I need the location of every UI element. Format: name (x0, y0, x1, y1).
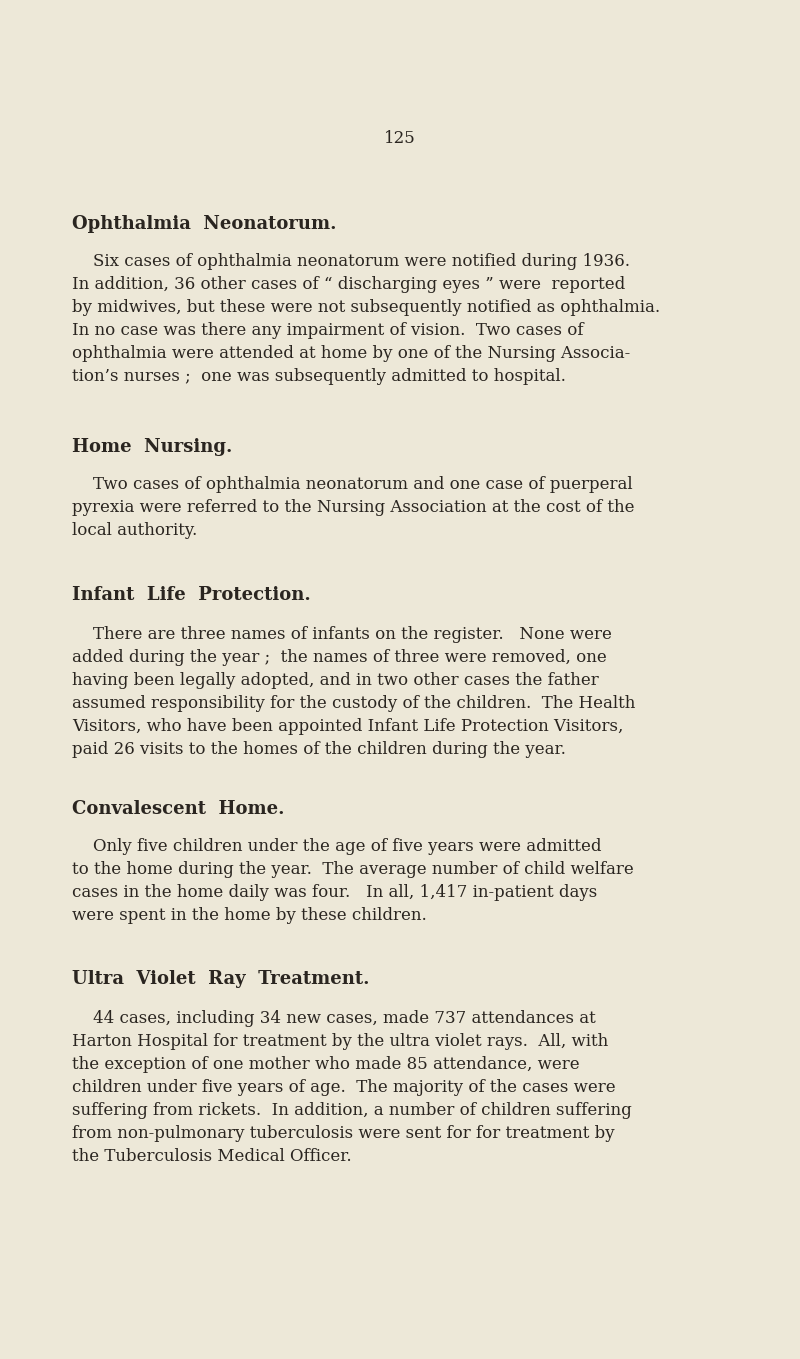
Text: having been legally adopted, and in two other cases the father: having been legally adopted, and in two … (72, 671, 598, 689)
Text: In no case was there any impairment of vision.  Two cases of: In no case was there any impairment of v… (72, 322, 583, 338)
Text: Only five children under the age of five years were admitted: Only five children under the age of five… (72, 839, 602, 855)
Text: 125: 125 (384, 130, 416, 147)
Text: Infant  Life  Protection.: Infant Life Protection. (72, 586, 310, 603)
Text: In addition, 36 other cases of “ discharging eyes ” were  reported: In addition, 36 other cases of “ dischar… (72, 276, 626, 294)
Text: ophthalmia were attended at home by one of the Nursing Associa-: ophthalmia were attended at home by one … (72, 345, 630, 361)
Text: Ultra  Violet  Ray  Treatment.: Ultra Violet Ray Treatment. (72, 970, 370, 988)
Text: Home  Nursing.: Home Nursing. (72, 438, 232, 457)
Text: the exception of one mother who made 85 attendance, were: the exception of one mother who made 85 … (72, 1056, 580, 1074)
Text: by midwives, but these were not subsequently notified as ophthalmia.: by midwives, but these were not subseque… (72, 299, 660, 317)
Text: tion’s nurses ;  one was subsequently admitted to hospital.: tion’s nurses ; one was subsequently adm… (72, 368, 566, 385)
Text: Ophthalmia  Neonatorum.: Ophthalmia Neonatorum. (72, 215, 337, 232)
Text: There are three names of infants on the register.   None were: There are three names of infants on the … (72, 626, 612, 643)
Text: from non-pulmonary tuberculosis were sent for for treatment by: from non-pulmonary tuberculosis were sen… (72, 1125, 614, 1142)
Text: paid 26 visits to the homes of the children during the year.: paid 26 visits to the homes of the child… (72, 741, 566, 758)
Text: Harton Hospital for treatment by the ultra violet rays.  All, with: Harton Hospital for treatment by the ult… (72, 1033, 608, 1051)
Text: cases in the home daily was four.   In all, 1,417 in-patient days: cases in the home daily was four. In all… (72, 883, 598, 901)
Text: the Tuberculosis Medical Officer.: the Tuberculosis Medical Officer. (72, 1148, 352, 1165)
Text: pyrexia were referred to the Nursing Association at the cost of the: pyrexia were referred to the Nursing Ass… (72, 499, 634, 516)
Text: Convalescent  Home.: Convalescent Home. (72, 800, 285, 818)
Text: 44 cases, including 34 new cases, made 737 attendances at: 44 cases, including 34 new cases, made 7… (72, 1010, 596, 1027)
Text: Two cases of ophthalmia neonatorum and one case of puerperal: Two cases of ophthalmia neonatorum and o… (72, 476, 633, 493)
Text: added during the year ;  the names of three were removed, one: added during the year ; the names of thr… (72, 650, 606, 666)
Text: to the home during the year.  The average number of child welfare: to the home during the year. The average… (72, 862, 634, 878)
Text: suffering from rickets.  In addition, a number of children suffering: suffering from rickets. In addition, a n… (72, 1102, 632, 1118)
Text: local authority.: local authority. (72, 522, 198, 540)
Text: assumed responsibility for the custody of the children.  The Health: assumed responsibility for the custody o… (72, 694, 635, 712)
Text: Six cases of ophthalmia neonatorum were notified during 1936.: Six cases of ophthalmia neonatorum were … (72, 253, 630, 270)
Text: children under five years of age.  The majority of the cases were: children under five years of age. The ma… (72, 1079, 616, 1095)
Text: were spent in the home by these children.: were spent in the home by these children… (72, 906, 426, 924)
Text: Visitors, who have been appointed Infant Life Protection Visitors,: Visitors, who have been appointed Infant… (72, 718, 623, 735)
